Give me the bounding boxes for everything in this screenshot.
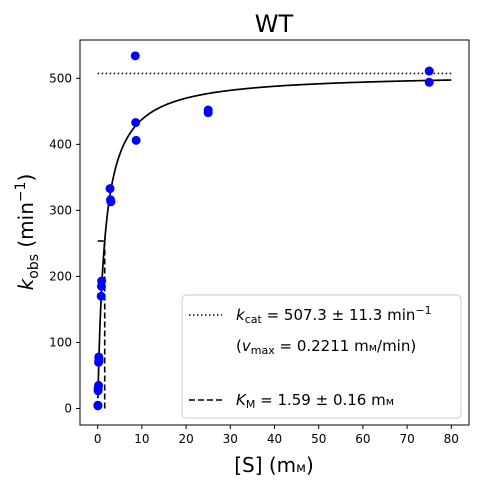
y-tick-label: 0 [64, 401, 72, 415]
legend-kcat-label: kcat = 507.3 ± 11.3 min−1 [236, 304, 432, 326]
x-tick-label: 30 [223, 432, 238, 446]
data-point [105, 184, 115, 194]
x-axis-label: [S] (mм) [234, 453, 314, 477]
data-point [94, 380, 104, 390]
legend-box [181, 294, 462, 419]
legend-km-label: KM = 1.59 ± 0.16 mм [236, 391, 394, 411]
plot-area [93, 51, 452, 411]
fit-curve [97, 79, 452, 399]
x-tick-label: 10 [134, 432, 149, 446]
y-tick-label: 100 [49, 335, 72, 349]
data-point [94, 354, 104, 364]
y-axis: 0 100 200 300 400 500 [49, 71, 80, 415]
legend-vmax-label: (vmax = 0.2211 mм/min) [236, 337, 416, 357]
data-point [93, 401, 103, 411]
y-tick-label: 200 [49, 269, 72, 283]
y-tick-label: 400 [49, 137, 72, 151]
legend: kcat = 507.3 ± 11.3 min−1 (vmax = 0.2211… [181, 294, 462, 419]
data-point [106, 197, 116, 207]
data-point [96, 291, 106, 301]
y-tick-label: 500 [49, 71, 72, 85]
data-point [424, 66, 434, 76]
data-point [131, 118, 141, 128]
y-tick-label: 300 [49, 203, 72, 217]
x-tick-label: 70 [399, 432, 414, 446]
data-point [97, 276, 107, 286]
x-tick-label: 20 [178, 432, 193, 446]
x-tick-label: 0 [94, 432, 102, 446]
x-tick-label: 40 [267, 432, 282, 446]
x-tick-label: 80 [444, 432, 459, 446]
data-point [130, 51, 140, 61]
data-point [424, 77, 434, 87]
x-tick-label: 60 [355, 432, 370, 446]
data-point [203, 108, 213, 118]
data-point [131, 135, 141, 145]
chart-title: WT [255, 10, 294, 38]
y-axis-label: kobs (min−1) [13, 174, 42, 291]
x-tick-label: 50 [311, 432, 326, 446]
x-axis: 0 10 20 30 40 50 60 70 80 [94, 425, 459, 446]
